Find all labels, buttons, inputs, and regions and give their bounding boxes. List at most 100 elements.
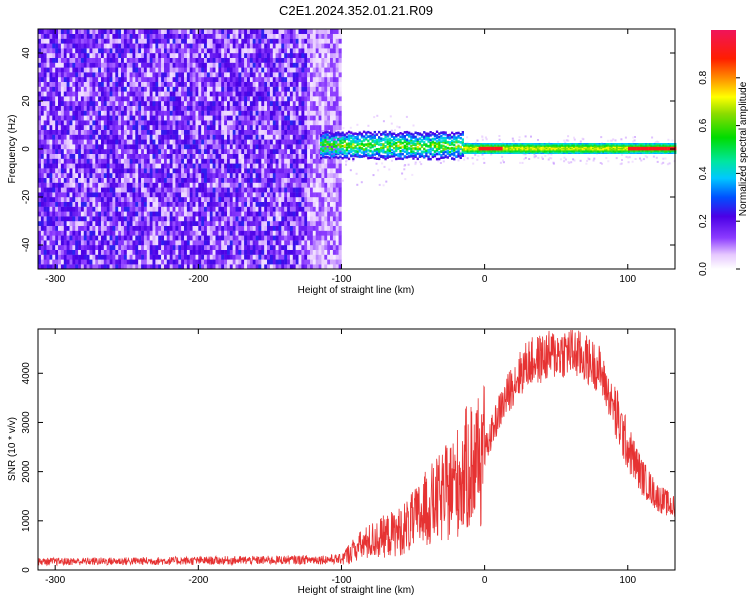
spectrogram-noise-cell [38,149,42,154]
spectrogram-noise-cell [95,206,99,212]
spectrogram-noise-cell [247,38,251,44]
spectrogram-noise-cell [175,211,179,217]
spectrogram-noise-cell [278,187,282,193]
spectrogram-noise-cell [221,139,225,145]
spectrogram-noise-cell [60,81,64,87]
spectrogram-noise-cell [69,48,73,54]
spectrogram-noise-cell [278,53,282,58]
spectrogram-noise-cell [310,105,314,111]
spectrogram-noise-cell [109,225,113,231]
spectrogram-noise-cell [181,77,185,82]
spectrogram-noise-cell [175,77,179,82]
spectrogram-noise-cell [192,81,196,87]
spectrogram-noise-cell [152,96,156,102]
spectrogram-noise-cell [215,101,219,106]
spectrogram-noise-cell [232,134,236,140]
spectrogram-noise-cell [98,77,102,82]
spectrogram-noise-cell [281,33,285,39]
spectrogram-noise-cell [186,149,190,154]
spectrogram-noise-cell [161,158,165,164]
spectrogram-noise-cell [241,120,245,126]
spectrogram-noise-cell [289,125,293,130]
spectrogram-noise-cell [244,72,248,78]
spectrogram-noise-cell [284,216,288,222]
spectrogram-noise-cell [278,249,282,255]
spectrogram-noise-cell [138,240,142,246]
spectrogram-noise-cell [164,139,168,145]
spectrogram-noise-cell [95,153,99,159]
spectrogram-noise-cell [284,235,288,241]
spectrogram-noise-cell [238,77,242,82]
spectrogram-noise-cell [152,110,156,116]
spectrogram-noise-cell [101,182,105,188]
spectrogram-noise-cell [304,134,308,140]
spectrogram-noise-cell [143,33,147,39]
spectrogram-noise-cell [289,53,293,58]
spectrogram-noise-cell [66,81,70,87]
spectrogram-noise-cell [312,81,316,87]
spectrogram-noise-cell [209,67,213,73]
spectrogram-noise-cell [238,48,242,54]
spectrogram-noise-cell [158,43,162,49]
spectrogram-noise-cell [209,259,213,265]
spectrogram-noise-cell [249,249,253,255]
spectrogram-noise-cell [161,182,165,188]
spectrogram-noise-cell [247,62,251,68]
spectrogram-noise-cell [307,187,311,193]
spectrogram-noise-cell [178,249,182,255]
spectrogram-noise-cell [235,225,239,231]
spectrogram-noise-cell [321,249,325,255]
spectrogram-noise-cell [138,105,142,111]
spectrogram-noise-cell [255,53,259,58]
spectrogram-noise-cell [192,249,196,255]
spectrogram-noise-cell [135,177,139,183]
spectrogram-noise-cell [86,221,90,226]
spectrogram-noise-cell [238,72,242,78]
spectrogram-noise-cell [304,149,308,154]
spectrogram-noise-cell [304,249,308,255]
spectrogram-noise-cell [292,177,296,183]
spectrogram-noise-cell [109,235,113,241]
spectrogram-noise-cell [292,134,296,140]
spectrogram-noise-cell [261,105,265,111]
spectrogram-noise-cell [269,48,273,54]
spectrogram-noise-cell [315,110,319,116]
spectrogram-noise-cell [287,225,291,231]
spectrogram-noise-cell [118,230,122,236]
spectrogram-noise-cell [132,259,136,265]
spectrogram-noise-cell [181,216,185,222]
spectrogram-noise-cell [241,187,245,193]
spectrogram-noise-cell [126,62,130,68]
spectrogram-noise-cell [258,192,262,198]
spectrogram-noise-cell [166,139,170,145]
spectrogram-noise-cell [292,139,296,145]
spectrogram-noise-cell [38,72,42,78]
spectrogram-noise-cell [75,211,79,217]
spectrogram-noise-cell [206,216,210,222]
spectrogram-noise-cell [135,259,139,265]
spectrogram-noise-cell [229,182,233,188]
spectrogram-noise-cell [244,101,248,106]
spectrogram-noise-cell [38,264,42,270]
spectrogram-noise-cell [281,48,285,54]
spectrogram-noise-cell [247,105,251,111]
spectrogram-noise-cell [278,206,282,212]
spectrogram-noise-cell [149,192,153,198]
spectrogram-noise-cell [75,120,79,126]
spectrogram-noise-cell [164,259,168,265]
spectrogram-noise-cell [92,163,96,169]
spectrogram-noise-cell [244,249,248,255]
spectrogram-noise-cell [186,96,190,102]
spectrogram-noise-cell [141,245,145,250]
spectrogram-noise-cell [80,235,84,241]
spectrogram-noise-cell [221,192,225,198]
spectrogram-noise-cell [249,33,253,39]
spectrogram-noise-cell [172,105,176,111]
spectrogram-noise-cell [287,86,291,92]
spectrogram-noise-cell [295,110,299,116]
spectrogram-noise-cell [255,110,259,116]
spectrogram-noise-cell [126,125,130,130]
spectrogram-noise-cell [209,206,213,212]
spectrogram-noise-cell [69,216,73,222]
spectrogram-noise-cell [315,206,319,212]
